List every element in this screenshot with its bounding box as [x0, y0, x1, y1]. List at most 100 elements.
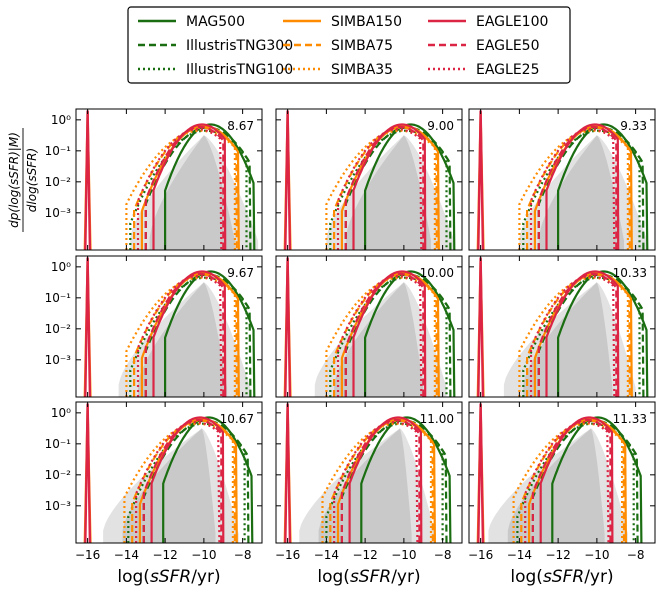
x-tick-label: −12	[352, 548, 377, 562]
panel-plot-area	[476, 257, 649, 397]
shaded-envelope-inner	[538, 135, 624, 250]
quenched-spike-eagle	[477, 110, 485, 250]
legend-frame	[127, 6, 571, 84]
x-tick-label: −8	[434, 548, 452, 562]
curve-simba35	[325, 276, 436, 397]
panel-frame	[468, 401, 656, 544]
x-tick-label: −14	[314, 548, 339, 562]
quenched-spike-eagle	[284, 403, 292, 543]
legend-label-mag500: MAG500	[186, 14, 245, 30]
curve-simba35	[518, 276, 629, 397]
panel-10.67: −16 −14 −12 −10 −8 10⁰ 10⁻¹ 10⁻² 10⁻³ 10.67 log(sS…	[45, 401, 263, 587]
curve-eagle50	[340, 418, 421, 543]
panel-frame	[275, 401, 463, 544]
curve-eagle25	[336, 128, 423, 250]
panel-frame	[468, 108, 656, 251]
curve-eagle25	[524, 421, 610, 543]
curve-eagle25	[336, 275, 423, 397]
y-tick-label: 10⁻¹	[45, 291, 72, 305]
x-tick-label: −14	[507, 548, 532, 562]
curve-eagle25	[333, 421, 419, 543]
curve-mag500	[551, 416, 643, 543]
curve-eagle50	[144, 125, 225, 250]
curve-eagle50	[344, 125, 425, 250]
shaded-envelope-inner	[122, 428, 216, 543]
y-tick-label: 10⁻²	[45, 468, 72, 482]
curve-mag500	[360, 416, 452, 543]
shaded-envelope-inner	[345, 135, 431, 250]
quenched-spike-eagle	[284, 110, 292, 250]
panel-11.33: −16 −14 −12 −10 −8 11.33 log(sSFR/yr)	[468, 401, 656, 587]
curve-eagle25	[529, 275, 616, 397]
panel-frame	[75, 255, 263, 398]
y-tick-label: 10⁰	[51, 113, 71, 127]
x-tick-label: −14	[114, 548, 139, 562]
panel-plot-area	[476, 110, 649, 250]
legend-label-simba75: SIMBA75	[331, 38, 393, 54]
panel-mass-label: 10.67	[220, 412, 254, 426]
quenched-spike-eagle	[477, 403, 485, 543]
curve-simba35	[125, 276, 236, 397]
x-tick-label: −10	[391, 548, 416, 562]
curve-mag500	[364, 123, 456, 250]
y-tick-label: 10⁻³	[45, 499, 72, 513]
legend-label-eagle25: EAGLE25	[476, 62, 540, 78]
legend-label-simba150: SIMBA150	[331, 14, 402, 30]
y-tick-label: 10⁻³	[45, 353, 72, 367]
legend-label-eagle100: EAGLE100	[476, 14, 548, 30]
panel-frame	[75, 401, 263, 544]
curve-mag500	[557, 123, 649, 250]
curve-simba35	[123, 422, 234, 543]
curve-eagle50	[537, 125, 618, 250]
curve-eagle50	[144, 272, 225, 397]
curve-eagle50	[531, 418, 612, 543]
panel-mass-label: 9.33	[620, 119, 647, 133]
curve-simba35	[125, 129, 236, 250]
curve-eagle50	[142, 418, 223, 543]
x-tick-label: −12	[545, 548, 570, 562]
x-tick-label: −8	[234, 548, 252, 562]
panel-mass-label: 9.67	[227, 266, 254, 280]
shaded-envelope-inner	[138, 282, 228, 397]
quenched-spike-eagle	[84, 257, 92, 397]
panel-plot-area	[83, 257, 256, 397]
y-axis-label: dp(log(sSFR)|M) dlog(sSFR)	[7, 128, 39, 232]
y-tick-label: 10⁰	[51, 260, 71, 274]
legend-label-eagle50: EAGLE50	[476, 38, 540, 54]
panel-plot-area	[283, 403, 452, 543]
curve-eagle25	[529, 128, 616, 250]
shaded-envelope-inner	[334, 282, 424, 397]
curve-simba35	[325, 129, 436, 250]
panel-mass-label: 11.00	[420, 412, 454, 426]
panel-plot-area	[283, 257, 456, 397]
y-tick-label: 10⁻³	[45, 206, 72, 220]
curve-mag500	[364, 270, 456, 397]
x-tick-label: −16	[275, 548, 300, 562]
curve-mag500	[164, 270, 256, 397]
panel-9.33: 9.33	[468, 108, 656, 251]
panel-frame	[468, 255, 656, 398]
panel-mass-label: 10.00	[420, 266, 454, 280]
x-axis-label: log(sSFR/yr)	[510, 567, 613, 587]
curve-simba35	[518, 129, 629, 250]
panel-9.67: 10⁰ 10⁻¹ 10⁻² 10⁻³ 9.67	[45, 255, 263, 398]
panel-frame	[275, 108, 463, 251]
quenched-spike-eagle	[284, 257, 292, 397]
quenched-spike-eagle	[84, 403, 92, 543]
legend-label-simba35: SIMBA35	[331, 62, 393, 78]
panel-plot-area	[83, 110, 259, 250]
legend-label-illustristng100: IllustrisTNG100	[186, 62, 293, 78]
panel-mass-label: 9.00	[427, 119, 454, 133]
panel-mass-label: 10.33	[613, 266, 647, 280]
panel-mass-label: 11.33	[613, 412, 647, 426]
quenched-spike-eagle	[477, 257, 485, 397]
panel-9.00: 9.00	[275, 108, 463, 251]
legend-label-illustristng300: IllustrisTNG300	[186, 38, 293, 54]
x-tick-label: −10	[191, 548, 216, 562]
y-tick-label: 10⁻¹	[45, 144, 72, 158]
curve-eagle25	[135, 421, 221, 543]
y-tick-label: 10⁻¹	[45, 437, 72, 451]
panel-frame	[275, 255, 463, 398]
curve-eagle25	[136, 128, 223, 250]
